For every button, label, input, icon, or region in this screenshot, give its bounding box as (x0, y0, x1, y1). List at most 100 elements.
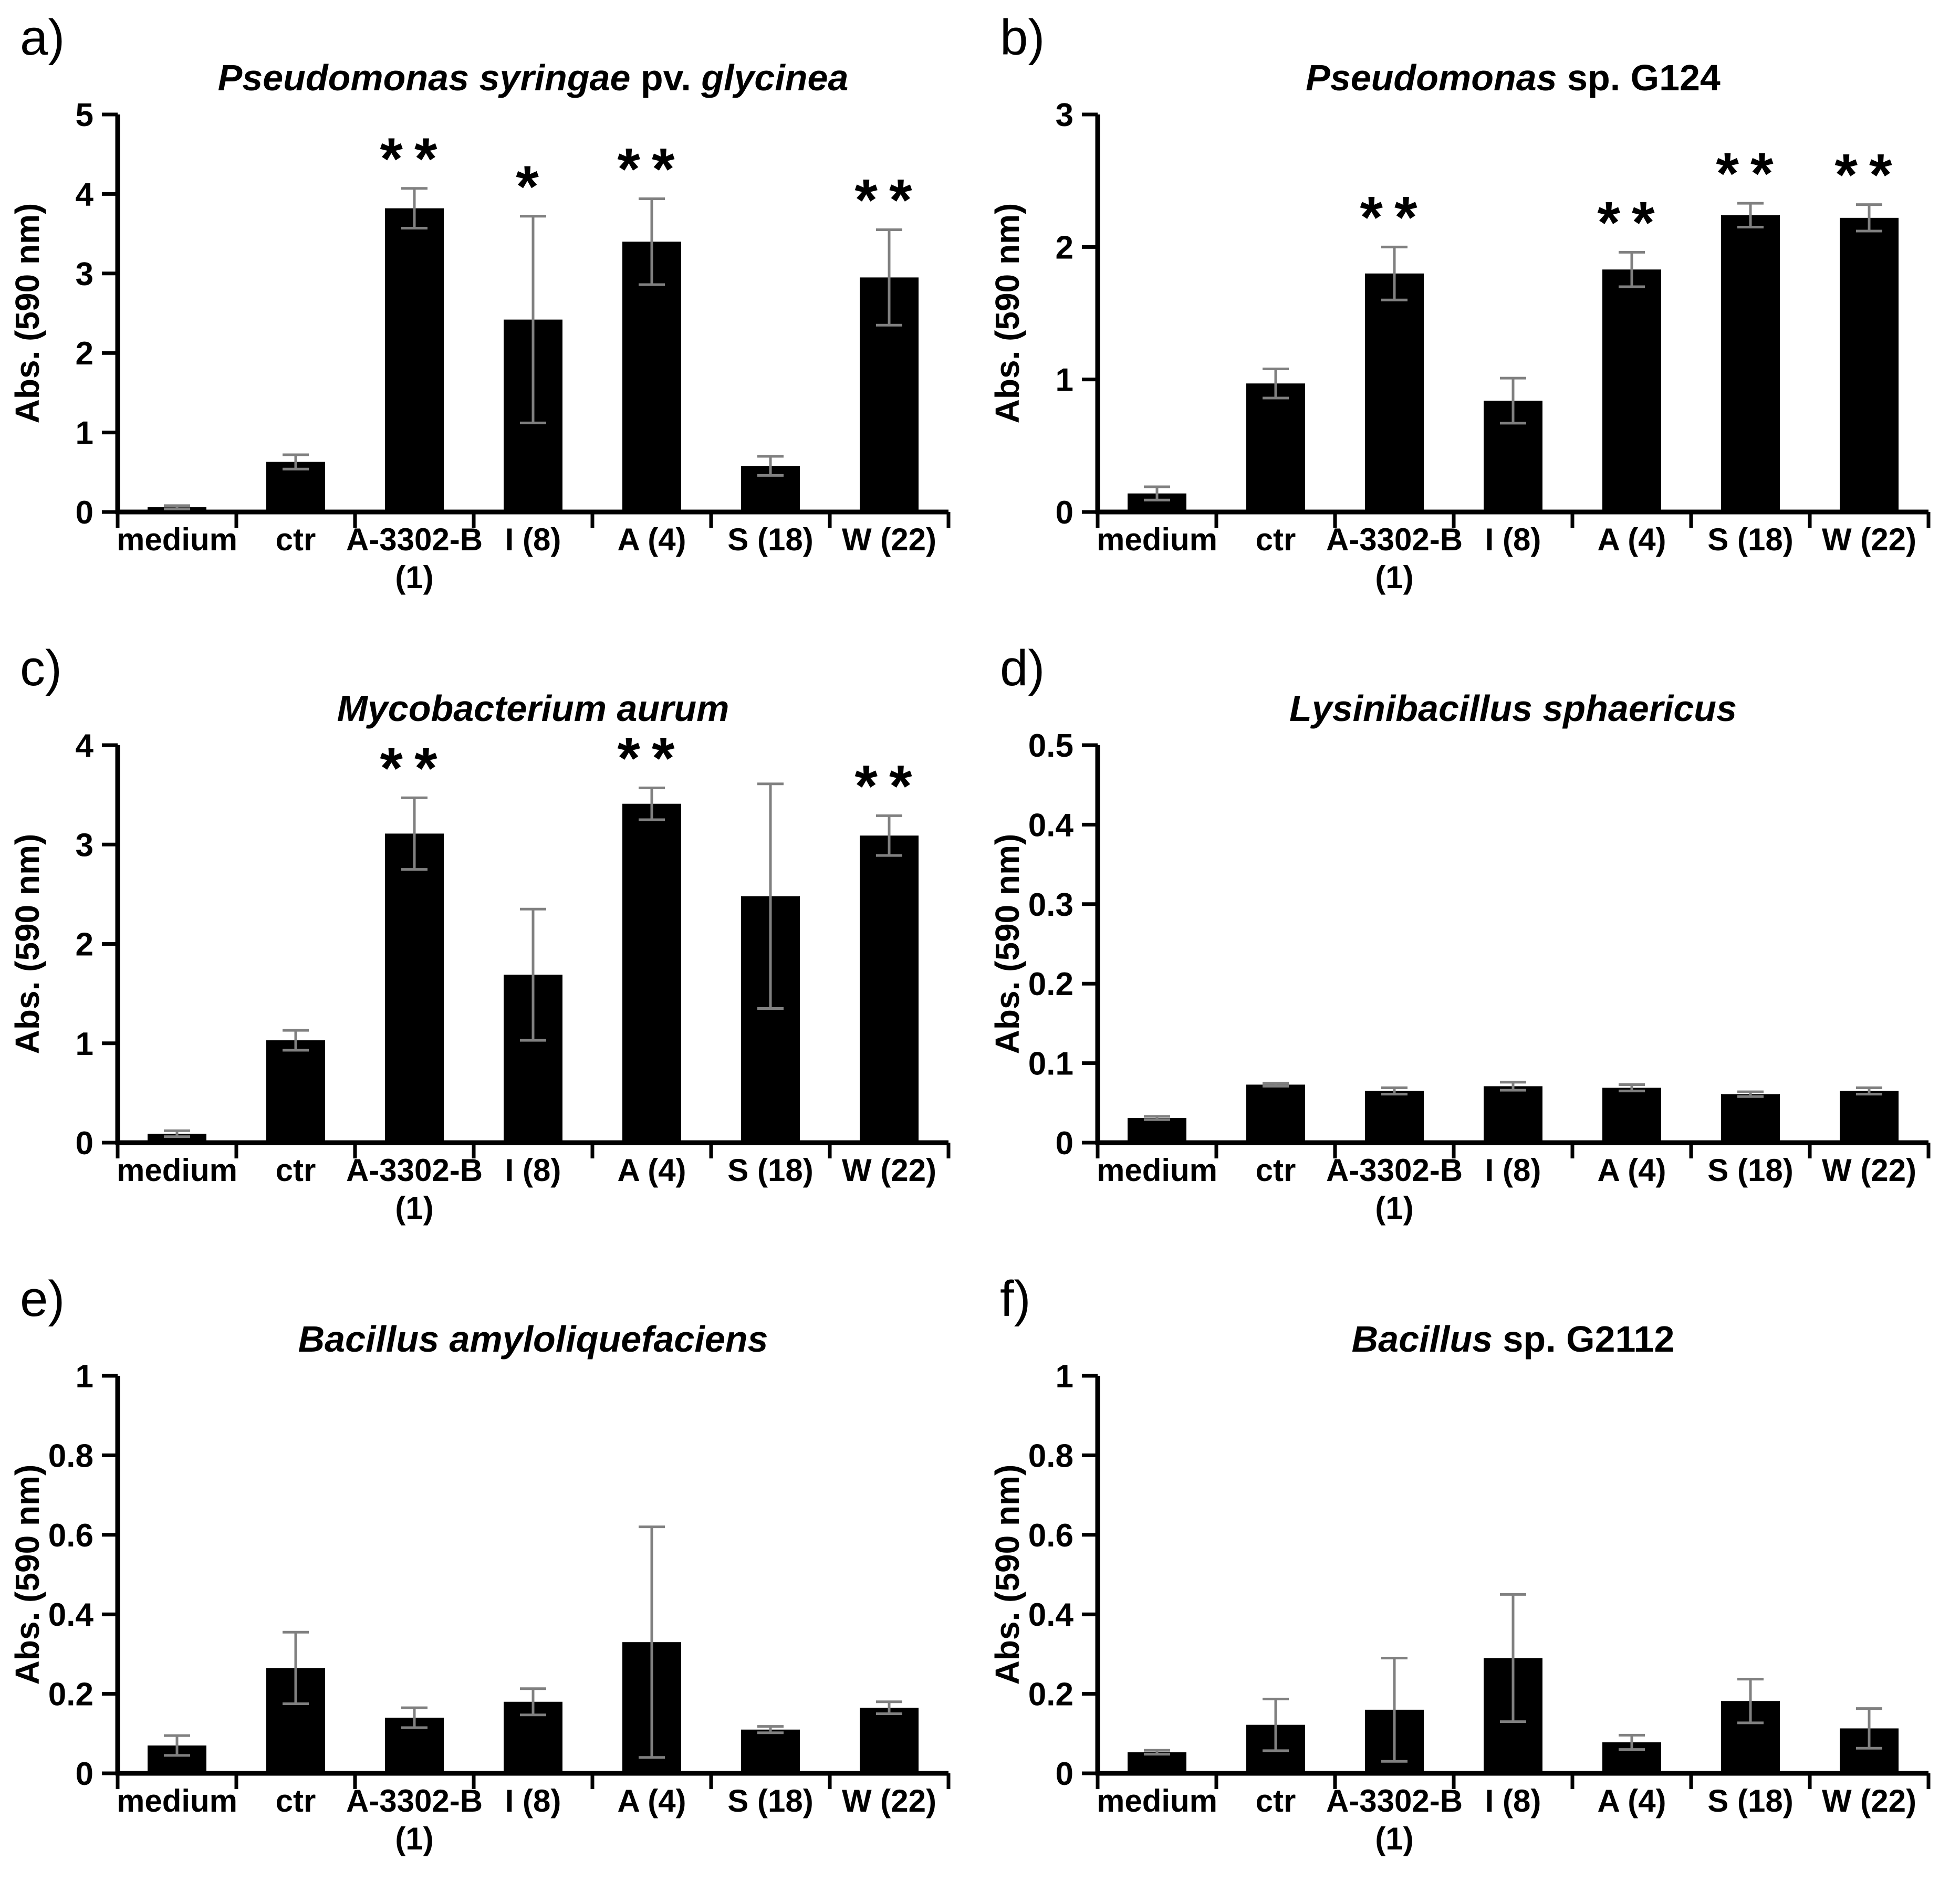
y-tick-label: 0 (1056, 1125, 1073, 1162)
category-label: A (4) (1597, 1153, 1666, 1188)
y-tick-label: 1 (1056, 1358, 1073, 1395)
y-tick-label: 1 (76, 1358, 93, 1395)
panel-letter-d: d) (1000, 640, 1045, 696)
category-label: (1) (1375, 1190, 1413, 1226)
panel-b: b) Pseudomonas sp. G124 Abs. (590 nm) 0 1 2 3… (980, 0, 1960, 631)
bar (622, 242, 681, 512)
panel-d: d) Lysinibacillus sphaericus Abs. (590 nm… (980, 631, 1960, 1261)
y-tick-label: 0.3 (1028, 887, 1073, 923)
y-tick-label: 0.6 (48, 1518, 93, 1554)
y-tick-label: 0 (1056, 1756, 1073, 1792)
bar (1602, 1088, 1661, 1143)
bar (1721, 215, 1780, 513)
y-tick-label: 3 (76, 256, 93, 292)
y-tick-label: 0.8 (1028, 1438, 1073, 1474)
y-axis-label: Abs. (590 nm) (988, 203, 1026, 424)
panel-a: a) Pseudomonas syringae pv. glycinea Abs.… (0, 0, 980, 631)
bar (741, 1729, 800, 1773)
category-label: (1) (1375, 1821, 1413, 1856)
category-label: A (4) (617, 1153, 686, 1188)
category-label: W (22) (1822, 1783, 1916, 1818)
category-label: ctr (276, 522, 316, 557)
category-label: S (18) (727, 1153, 813, 1188)
category-label: ctr (1256, 1783, 1296, 1818)
bar (385, 208, 444, 513)
y-tick-label: 0.2 (1028, 966, 1073, 1002)
category-label: I (8) (505, 522, 561, 557)
category-label: A (4) (617, 1783, 686, 1818)
category-label: (1) (395, 1821, 433, 1856)
y-tick-label: 4 (76, 728, 94, 764)
category-label: (1) (395, 560, 433, 595)
category-label: A (4) (1597, 522, 1666, 557)
category-label: A-3302-B (346, 1153, 483, 1188)
y-tick-label: 1 (1056, 362, 1073, 399)
y-tick-label: 0.4 (1028, 1597, 1074, 1633)
significance-marker: ** (1360, 184, 1429, 250)
significance-marker: ** (617, 725, 686, 791)
bar-chart-pseudomonas-sp-g124: Pseudomonas sp. G124 Abs. (590 nm) 0 1 2 3 med… (988, 57, 1931, 595)
panel-letter-e: e) (20, 1271, 65, 1327)
category-label: S (18) (1707, 1153, 1793, 1188)
category-label: I (8) (1485, 522, 1541, 557)
category-label: ctr (276, 1783, 316, 1818)
category-label: I (8) (505, 1783, 561, 1818)
y-tick-label: 1 (76, 415, 93, 452)
bar (1246, 383, 1305, 512)
y-tick-label: 0.6 (1028, 1518, 1073, 1554)
category-label: ctr (276, 1153, 316, 1188)
category-label: A-3302-B (1326, 1783, 1463, 1818)
y-tick-label: 0.8 (48, 1438, 93, 1474)
bar (860, 835, 919, 1143)
bar-chart-pseudomonas-syringae-glycinea: Pseudomonas syringae pv. glycinea Abs. (5… (8, 57, 951, 595)
y-axis-label: Abs. (590 nm) (8, 203, 46, 424)
category-label: W (22) (1822, 522, 1916, 557)
y-axis-label: Abs. (590 nm) (988, 1465, 1026, 1685)
y-tick-label: 3 (1056, 97, 1073, 133)
category-label: S (18) (727, 1783, 813, 1818)
chart-title: Lysinibacillus sphaericus (1289, 688, 1737, 729)
bar (860, 1708, 919, 1773)
y-tick-label: 0.4 (1028, 807, 1074, 843)
category-label: A (4) (617, 522, 686, 557)
category-label: A-3302-B (346, 1783, 483, 1818)
y-tick-label: 5 (76, 97, 93, 133)
category-label: W (22) (842, 1153, 936, 1188)
chart-title: Pseudomonas sp. G124 (1306, 57, 1721, 98)
panel-letter-f: f) (1000, 1271, 1031, 1327)
y-tick-label: 0 (76, 1756, 93, 1792)
y-tick-label: 0.4 (48, 1597, 94, 1633)
category-label: W (22) (842, 522, 936, 557)
category-label: (1) (1375, 560, 1413, 595)
bar (1484, 1086, 1542, 1143)
category-label: medium (117, 522, 237, 557)
bar (1365, 1091, 1424, 1143)
category-label: A-3302-B (346, 522, 483, 557)
chart-title: Pseudomonas syringae pv. glycinea (218, 57, 849, 98)
y-axis-label: Abs. (590 nm) (988, 834, 1026, 1054)
significance-marker: ** (854, 753, 923, 819)
y-axis-label: Abs. (590 nm) (8, 834, 46, 1054)
category-label: medium (1097, 1783, 1217, 1818)
bar (1246, 1084, 1305, 1143)
bar (148, 1133, 206, 1143)
bar (385, 833, 444, 1143)
y-tick-label: 0.2 (48, 1677, 93, 1713)
bar (1840, 217, 1899, 512)
significance-marker: ** (380, 735, 449, 801)
bar-chart-bacillus-sp-g2112: Bacillus sp. G2112 Abs. (590 nm) 0 0.2 0.4 0.… (988, 1319, 1931, 1856)
y-tick-label: 2 (76, 336, 93, 372)
y-tick-label: 3 (76, 827, 93, 863)
y-tick-label: 1 (76, 1026, 93, 1062)
category-label: ctr (1256, 1153, 1296, 1188)
y-tick-label: 0 (1056, 495, 1073, 531)
significance-marker: ** (1597, 190, 1666, 255)
category-label: W (22) (1822, 1153, 1916, 1188)
panel-c: c) Mycobacterium aurum Abs. (590 nm) 0 1 2 3 4… (0, 631, 980, 1261)
panel-letter-a: a) (20, 9, 65, 66)
y-tick-label: 4 (76, 176, 94, 213)
significance-marker: ** (380, 126, 449, 192)
bar (1128, 1118, 1186, 1143)
y-tick-label: 2 (76, 927, 93, 963)
